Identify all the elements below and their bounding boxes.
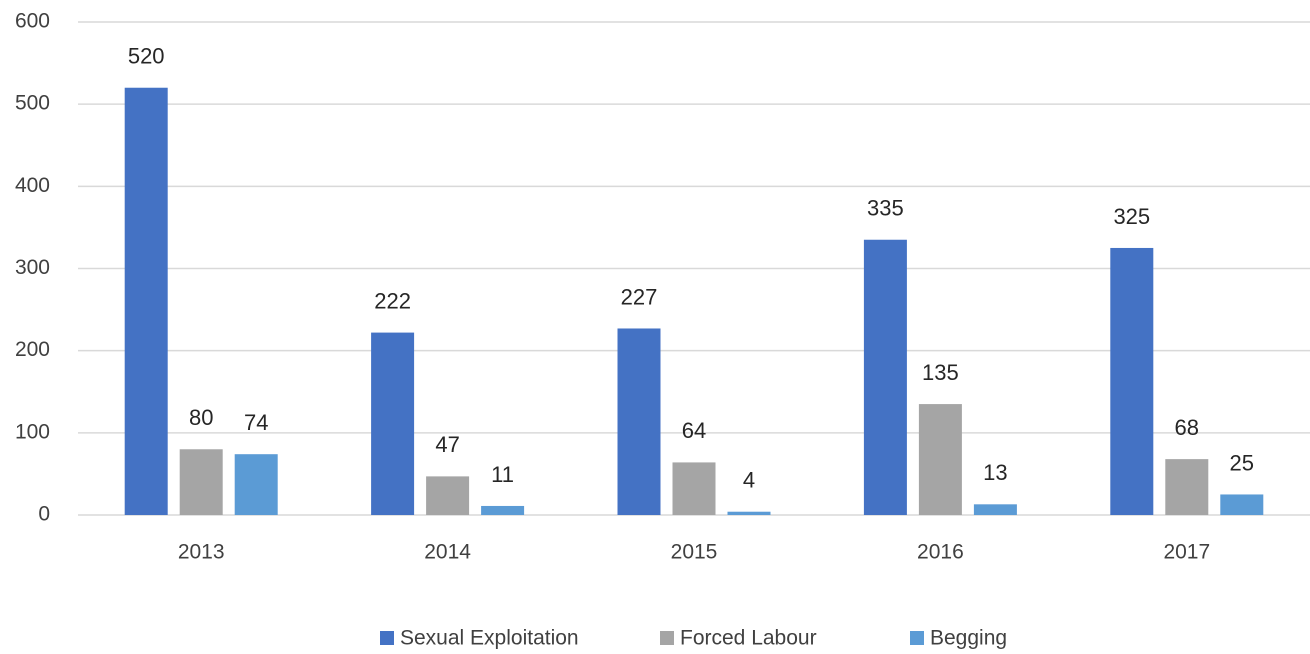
legend-swatch [660,631,674,645]
data-label: 47 [435,432,459,457]
y-tick-label: 300 [15,256,50,279]
legend-label: Begging [930,627,1007,650]
data-label: 325 [1113,204,1150,229]
legend-label: Forced Labour [680,627,817,650]
x-tick-label: 2014 [424,541,471,564]
bar [179,449,223,515]
bar [727,511,771,515]
bar [918,404,962,515]
bar [863,239,907,515]
bar [234,454,278,515]
bar [124,87,168,515]
data-label: 80 [189,405,213,430]
bar [672,462,716,515]
y-tick-label: 400 [15,174,50,197]
legend-swatch [380,631,394,645]
bar [426,476,470,515]
data-label: 13 [983,460,1007,485]
data-label: 74 [244,410,268,435]
y-tick-label: 200 [15,338,50,361]
data-label: 520 [128,44,165,69]
y-tick-label: 600 [15,10,50,33]
x-tick-label: 2017 [1163,541,1210,564]
legend-swatch [910,631,924,645]
x-tick-label: 2013 [178,541,225,564]
x-tick-label: 2016 [917,541,964,564]
data-label: 227 [621,284,658,309]
data-label: 335 [867,196,904,221]
data-label: 222 [374,288,411,313]
bar [481,505,525,515]
bar [1220,494,1264,515]
bar [371,332,415,515]
data-label: 4 [743,468,755,493]
bar [1110,247,1154,516]
data-label: 11 [491,462,514,487]
y-tick-label: 100 [15,420,50,443]
x-tick-label: 2015 [671,541,718,564]
bar [973,504,1017,515]
y-tick-label: 500 [15,92,50,115]
bar [617,328,661,515]
data-label: 64 [682,418,706,443]
legend-label: Sexual Exploitation [400,627,579,650]
y-tick-label: 0 [38,503,50,526]
data-label: 135 [922,360,959,385]
data-label: 68 [1175,415,1199,440]
data-label: 25 [1230,450,1254,475]
bar [1165,459,1209,515]
